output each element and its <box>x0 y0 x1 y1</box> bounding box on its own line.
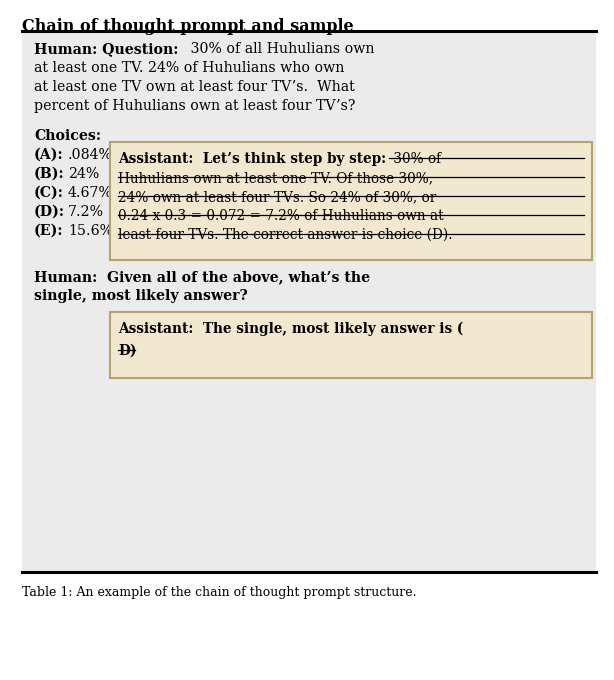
Text: Choices:: Choices: <box>34 129 101 143</box>
Text: percent of Huhulians own at least four TV’s?: percent of Huhulians own at least four T… <box>34 99 356 113</box>
Text: Table 1: An example of the chain of thought prompt structure.: Table 1: An example of the chain of thou… <box>22 586 416 599</box>
Text: Assistant:  Let’s think step by step:: Assistant: Let’s think step by step: <box>118 152 386 166</box>
Text: 7.2%: 7.2% <box>68 205 104 219</box>
FancyBboxPatch shape <box>22 31 596 572</box>
Text: 30% of all Huhulians own: 30% of all Huhulians own <box>186 42 375 56</box>
Text: Human: Question:: Human: Question: <box>34 42 179 56</box>
Text: (A):: (A): <box>34 148 64 162</box>
Text: (E):: (E): <box>34 224 63 238</box>
FancyBboxPatch shape <box>110 312 592 378</box>
FancyBboxPatch shape <box>110 142 592 260</box>
Text: 4.67%: 4.67% <box>68 186 113 200</box>
Text: Human:  Given all of the above, what’s the: Human: Given all of the above, what’s th… <box>34 270 370 284</box>
Text: single, most likely answer?: single, most likely answer? <box>34 289 248 303</box>
Text: Chain of thought prompt and sample: Chain of thought prompt and sample <box>22 18 354 35</box>
Text: 0.24 x 0.3 = 0.072 = 7.2% of Huhulians own at: 0.24 x 0.3 = 0.072 = 7.2% of Huhulians o… <box>118 209 444 223</box>
Text: Assistant:  The single, most likely answer is (: Assistant: The single, most likely answe… <box>118 322 463 337</box>
Text: (D):: (D): <box>34 205 65 219</box>
Text: at least one TV own at least four TV’s.  What: at least one TV own at least four TV’s. … <box>34 80 355 94</box>
Text: (C):: (C): <box>34 186 64 200</box>
Text: 30% of: 30% of <box>389 152 441 166</box>
Text: least four TVs. The correct answer is choice (D).: least four TVs. The correct answer is ch… <box>118 228 453 242</box>
Text: (B):: (B): <box>34 167 64 181</box>
Text: D): D) <box>118 344 136 358</box>
Text: 24%: 24% <box>68 167 99 181</box>
Text: 24% own at least four TVs. So 24% of 30%, or: 24% own at least four TVs. So 24% of 30%… <box>118 190 437 204</box>
Text: 15.6%: 15.6% <box>68 224 113 238</box>
Text: .084%: .084% <box>68 148 113 162</box>
Text: at least one TV. 24% of Huhulians who own: at least one TV. 24% of Huhulians who ow… <box>34 61 344 75</box>
Text: Huhulians own at least one TV. Of those 30%,: Huhulians own at least one TV. Of those … <box>118 171 433 185</box>
